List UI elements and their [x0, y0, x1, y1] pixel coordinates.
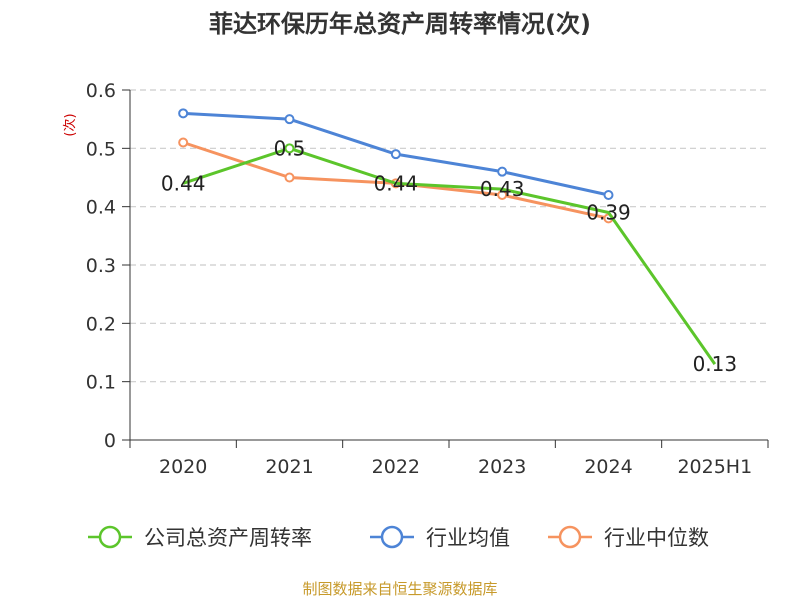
data-point[interactable]: [497, 166, 508, 177]
data-label: 0.5: [274, 136, 306, 160]
data-labels: 0.44 0.5 0.44 0.43 0.39 0.13: [161, 136, 737, 376]
legend-label: 公司总资产周转率: [144, 526, 312, 550]
y-tick-label: 0.5: [86, 138, 116, 160]
source-note: 制图数据来自恒生聚源数据库: [302, 580, 497, 598]
chart-title: 菲达环保历年总资产周转率情况(次): [209, 10, 591, 38]
data-point[interactable]: [603, 190, 614, 200]
series-lines: [178, 108, 717, 366]
data-label: 0.44: [374, 171, 419, 195]
y-tick-label: 0.2: [86, 313, 116, 335]
legend-item[interactable]: 行业均值: [370, 525, 510, 550]
y-tick-label: 0.1: [86, 372, 116, 394]
legend-swatch-marker: [380, 525, 404, 549]
series-line: [182, 146, 717, 366]
y-tick-label: 0.4: [86, 197, 116, 219]
legend-item[interactable]: 公司总资产周转率: [88, 525, 312, 550]
y-axis-unit-label: (次): [62, 113, 78, 136]
legend-item[interactable]: 行业中位数: [548, 525, 709, 550]
x-tick-label: 2025H1: [677, 456, 752, 478]
data-label: 0.43: [480, 177, 525, 201]
x-tick-label: 2021: [265, 456, 313, 478]
x-tick-label: 2024: [584, 456, 632, 478]
legend[interactable]: 公司总资产周转率 行业均值 行业中位数: [88, 525, 709, 550]
data-point[interactable]: [178, 108, 189, 119]
y-tick-label: 0: [104, 430, 116, 452]
legend-swatch-marker: [98, 525, 122, 549]
data-point[interactable]: [390, 149, 401, 160]
data-label: 0.39: [586, 201, 631, 225]
x-tick-label: 2023: [478, 456, 526, 478]
data-point[interactable]: [284, 114, 295, 125]
legend-label: 行业中位数: [604, 526, 709, 550]
data-point[interactable]: [178, 137, 189, 148]
data-point[interactable]: [284, 143, 295, 154]
gridlines: [130, 89, 768, 383]
legend-swatch-marker: [558, 525, 582, 549]
data-point[interactable]: [284, 172, 295, 183]
x-tick-label: 2020: [159, 456, 207, 478]
data-point[interactable]: [497, 190, 508, 200]
data-label: 0.44: [161, 171, 206, 195]
y-tick-label: 0.6: [86, 80, 116, 102]
y-tick-label: 0.3: [86, 255, 116, 277]
axes: 0 0.1 0.2 0.3 0.4 0.5 0.6 2020 2021 2022 2023 2024 2…: [86, 80, 769, 478]
legend-label: 行业均值: [426, 526, 510, 550]
x-tick-label: 2022: [372, 456, 420, 478]
data-label: 0.13: [693, 352, 738, 376]
